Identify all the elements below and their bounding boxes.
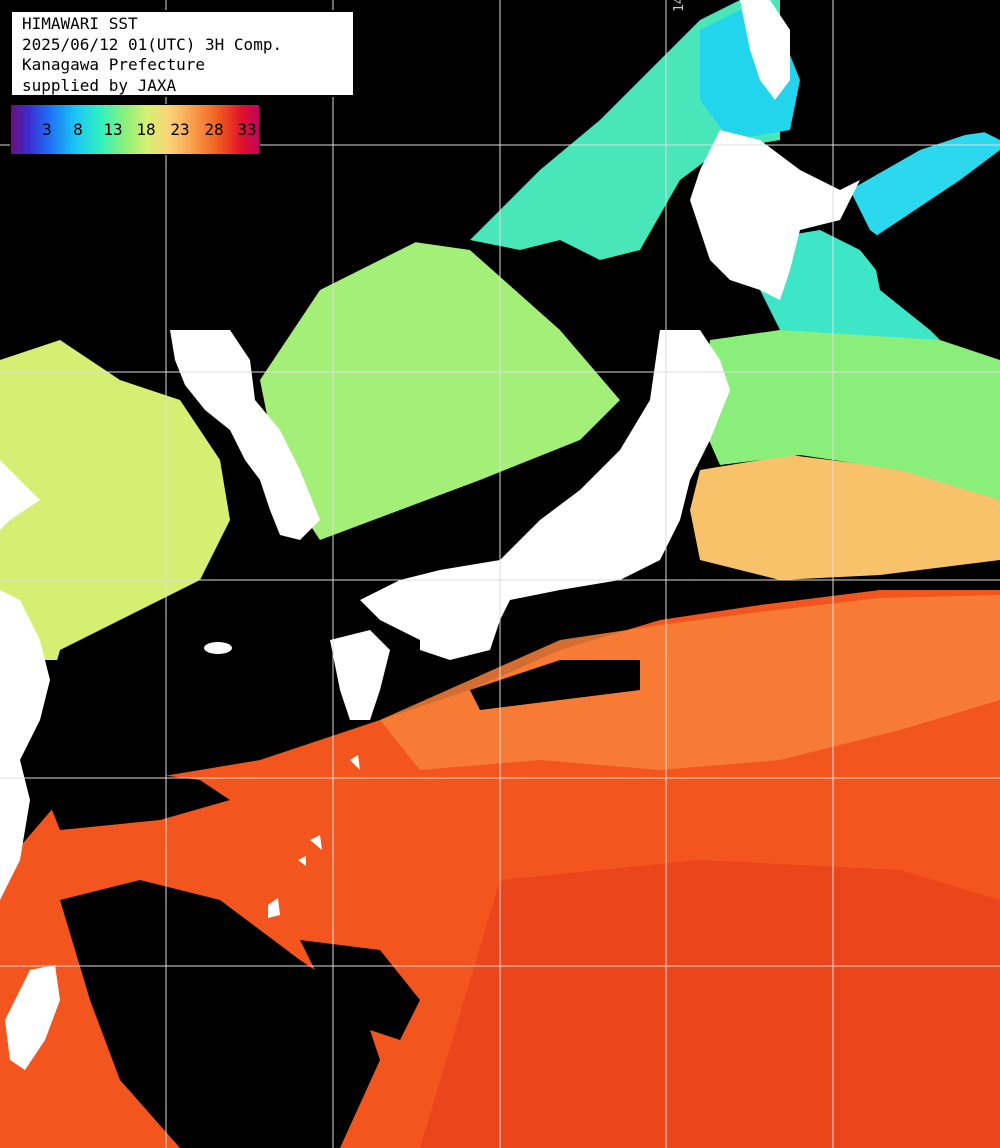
land-hokkaido	[690, 130, 860, 300]
sst-region-deep-red	[420, 860, 1000, 1148]
cloud-band-mid	[470, 660, 640, 710]
land-ryukyu-islands	[268, 755, 360, 918]
cloud-mass-south-central	[300, 940, 420, 1040]
cloud-mass-east-china-sea	[40, 420, 660, 760]
legend-label: 23	[170, 120, 190, 139]
sst-region-pacific-cyan	[760, 230, 940, 340]
title-line-2: 2025/06/12 01(UTC) 3H Comp.	[22, 34, 283, 54]
land-china-coast	[0, 460, 50, 900]
cloud-band-west	[40, 770, 230, 830]
legend-label: 3	[42, 120, 52, 139]
cloud-mass-sea-of-japan-north	[470, 250, 660, 400]
land-taiwan	[5, 965, 60, 1070]
land-korea	[170, 330, 320, 540]
title-line-4: supplied by JAXA	[22, 75, 177, 95]
land-jeju	[204, 642, 232, 654]
longitude-label: 140	[672, 0, 687, 12]
land-ulleungdo	[400, 122, 424, 162]
sst-region-kuroshio-warm	[690, 455, 1000, 580]
legend-label: 8	[73, 120, 83, 139]
title-line-1: HIMAWARI SST	[22, 14, 138, 33]
land-honshu	[360, 330, 730, 650]
legend-label: 28	[204, 120, 224, 139]
title-line-3: Kanagawa Prefecture	[22, 55, 206, 74]
sst-region-orange-band	[380, 595, 1000, 770]
land-shikoku	[420, 610, 500, 660]
legend-label: 13	[103, 120, 123, 139]
land-kyushu	[330, 630, 390, 720]
cloud-mass-south-west	[60, 880, 380, 1148]
cloud-mass-north-east	[870, 150, 1000, 350]
sst-region-sea-of-japan	[260, 240, 620, 540]
title-box: HIMAWARI SST 2025/06/12 01(UTC) 3H Comp.…	[10, 10, 355, 97]
land-sakhalin	[740, 0, 790, 100]
legend-label: 18	[136, 120, 156, 139]
cloud-mass-far-north-east	[780, 0, 1000, 150]
color-legend: 3 8 13 18 23 28 33	[10, 104, 260, 155]
legend-label: 33	[237, 120, 257, 139]
